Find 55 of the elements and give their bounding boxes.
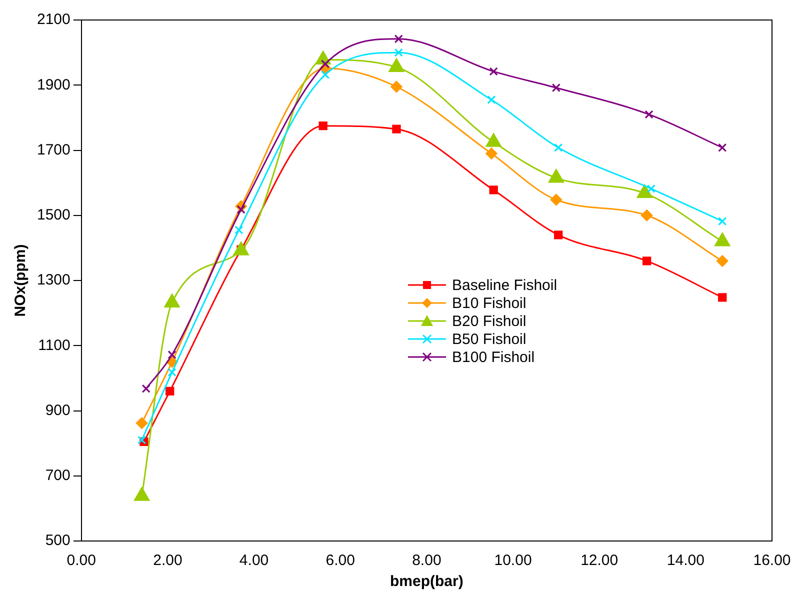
legend-label: B10 Fishoil (452, 294, 526, 312)
point (644, 110, 654, 119)
x-tick-label: 10.00 (494, 552, 532, 570)
x-tick-label: 8.00 (412, 552, 442, 570)
point (718, 143, 727, 152)
point (136, 417, 148, 429)
legend-label: B50 Fishoil (452, 330, 526, 348)
point (552, 83, 561, 92)
x-axis-title: bmep(bar) (390, 573, 464, 590)
x-tick-label: 2.00 (153, 552, 182, 570)
point (390, 80, 402, 93)
y-tick-label: 1900 (36, 76, 70, 94)
point (554, 143, 563, 152)
y-tick-label: 1100 (38, 336, 70, 354)
point (234, 226, 244, 234)
point (394, 48, 403, 57)
y-tick-label: 1500 (36, 206, 70, 224)
x-tick-label: 16.00 (753, 552, 791, 570)
point (392, 124, 401, 134)
point (168, 350, 176, 360)
x-tick-label: 4.00 (239, 552, 269, 570)
point (716, 255, 728, 267)
x-tick-label: 0.00 (66, 552, 96, 570)
y-tick-label: 500 (45, 532, 70, 550)
x-tick-label: 6.00 (326, 552, 355, 570)
point (394, 34, 403, 44)
point (486, 148, 498, 160)
point (137, 436, 146, 444)
point (320, 60, 330, 68)
point (166, 386, 174, 396)
point (642, 256, 652, 266)
legend-label: Baseline Fishoil (452, 276, 558, 294)
point (646, 184, 656, 194)
y-axis-title: NOx(ppm) (12, 244, 30, 317)
point (641, 210, 653, 222)
point (142, 384, 150, 393)
point (320, 70, 330, 80)
y-tick-label: 1300 (36, 272, 70, 289)
point (718, 216, 727, 226)
point (168, 368, 176, 377)
legend-label: B100 Fishoil (452, 348, 535, 366)
y-tick-label: 700 (45, 467, 70, 484)
x-tick-label: 14.00 (666, 552, 704, 570)
point (554, 230, 563, 240)
legend-label: B20 Fishoil (452, 312, 526, 330)
y-tick-label: 1700 (36, 141, 70, 158)
point (489, 67, 498, 76)
point (718, 293, 727, 302)
point (487, 95, 496, 104)
point (489, 186, 498, 194)
x-tick-label: 12.00 (580, 552, 618, 570)
point (318, 121, 328, 130)
point (550, 194, 562, 206)
y-tick-label: 2100 (36, 11, 70, 28)
y-tick-label: 900 (45, 402, 70, 419)
